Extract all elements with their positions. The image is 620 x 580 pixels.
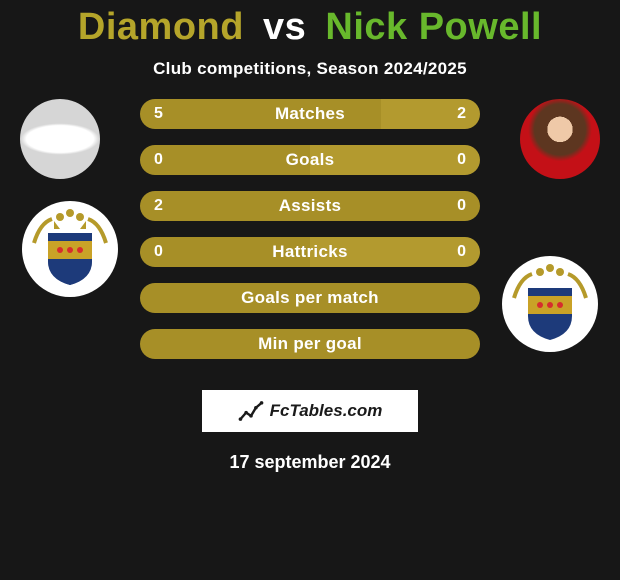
stat-label: Min per goal bbox=[258, 334, 362, 354]
stat-value-right: 2 bbox=[457, 105, 466, 123]
stat-bars: 5 2 Matches 0 0 Goals 2 0 Assists 0 0 Hattricks Goal… bbox=[140, 99, 480, 359]
stat-row: Goals per match bbox=[140, 283, 480, 313]
date-text: 17 september 2024 bbox=[229, 452, 390, 473]
stat-value-left: 0 bbox=[154, 243, 163, 261]
stat-value-right: 0 bbox=[457, 243, 466, 261]
stat-row: 2 0 Assists bbox=[140, 191, 480, 221]
infographic-container: Diamond vs Nick Powell Club competitions… bbox=[0, 0, 620, 580]
comparison-area: 5 2 Matches 0 0 Goals 2 0 Assists 0 0 Hattricks Goal… bbox=[0, 79, 620, 580]
stat-row: 0 0 Goals bbox=[140, 145, 480, 175]
player2-club-crest bbox=[500, 254, 600, 354]
stat-row: 0 0 Hattricks bbox=[140, 237, 480, 267]
fctables-logo-icon bbox=[238, 398, 264, 424]
stat-row: 5 2 Matches bbox=[140, 99, 480, 129]
attribution-badge: FcTables.com bbox=[202, 390, 418, 432]
stat-fill-left bbox=[140, 145, 310, 175]
stat-value-left: 5 bbox=[154, 105, 163, 123]
stat-row: Min per goal bbox=[140, 329, 480, 359]
attribution-text: FcTables.com bbox=[270, 401, 383, 421]
stat-value-right: 0 bbox=[457, 151, 466, 169]
stat-label: Hattricks bbox=[272, 242, 347, 262]
title-player2: Nick Powell bbox=[325, 6, 542, 48]
player1-club-crest bbox=[20, 199, 120, 299]
player2-avatar bbox=[520, 99, 600, 179]
stat-label: Assists bbox=[279, 196, 342, 216]
stat-fill-left bbox=[140, 99, 381, 129]
stat-label: Goals per match bbox=[241, 288, 379, 308]
player1-avatar bbox=[20, 99, 100, 179]
subtitle: Club competitions, Season 2024/2025 bbox=[153, 59, 467, 79]
stat-value-left: 0 bbox=[154, 151, 163, 169]
stat-label: Matches bbox=[275, 104, 345, 124]
stat-value-right: 0 bbox=[457, 197, 466, 215]
title-player1: Diamond bbox=[78, 6, 244, 48]
title-vs: vs bbox=[263, 6, 306, 48]
stat-label: Goals bbox=[286, 150, 335, 170]
stat-fill-right bbox=[310, 145, 480, 175]
page-title: Diamond vs Nick Powell bbox=[78, 6, 542, 49]
stat-value-left: 2 bbox=[154, 197, 163, 215]
